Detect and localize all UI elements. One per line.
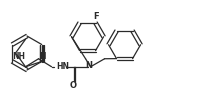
Text: O: O <box>70 81 77 90</box>
Text: N: N <box>85 61 92 70</box>
Text: NH: NH <box>12 53 25 61</box>
Text: HN: HN <box>56 62 69 71</box>
Text: F: F <box>94 12 99 21</box>
Text: N: N <box>39 52 46 61</box>
